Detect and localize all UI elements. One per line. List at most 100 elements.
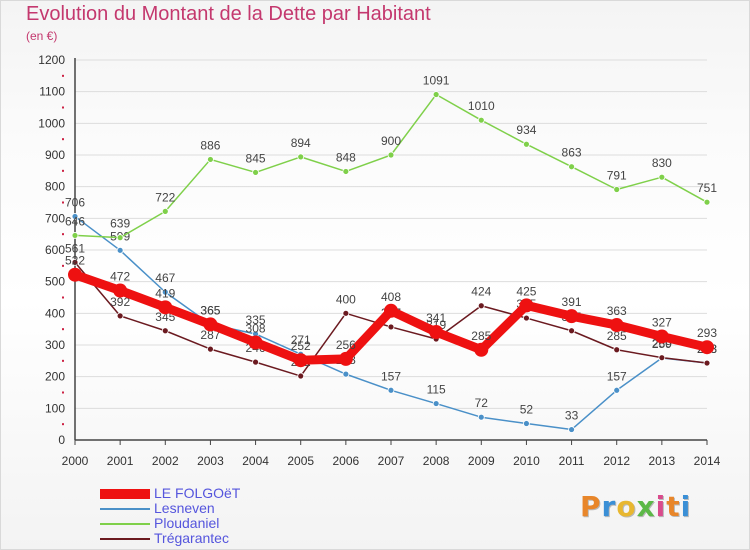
data-label: 363	[607, 304, 627, 318]
x-tick-label: 2011	[559, 454, 585, 468]
data-point	[161, 327, 169, 335]
proxiti-logo: Proxiti	[580, 490, 691, 523]
data-label: 845	[246, 151, 266, 165]
logo-letter: r	[601, 490, 617, 523]
data-point	[207, 345, 214, 353]
data-point	[342, 370, 350, 378]
data-point	[568, 327, 575, 335]
data-point	[523, 314, 530, 322]
data-point	[338, 351, 353, 366]
logo-letter: x	[636, 490, 656, 523]
data-label: 900	[381, 134, 401, 148]
data-point	[429, 325, 444, 340]
data-label: 285	[471, 329, 491, 343]
x-tick-label: 2006	[333, 454, 360, 468]
y-tick-label: 500	[45, 275, 65, 289]
x-tick-label: 2014	[694, 454, 721, 468]
data-label: 894	[291, 136, 311, 150]
data-point	[387, 323, 395, 331]
x-tick-label: 2004	[242, 454, 269, 468]
data-point	[568, 426, 575, 433]
legend-item: LE FOLGOëT	[100, 486, 320, 501]
x-tick-label: 2013	[649, 454, 676, 468]
data-point	[297, 153, 305, 161]
series-line	[74, 93, 708, 239]
data-label: 157	[607, 369, 627, 383]
data-point	[116, 312, 124, 320]
logo-letter: i	[655, 490, 667, 523]
logo-letter: i	[680, 490, 692, 523]
y-tick-label: 600	[45, 243, 65, 257]
y-tick-label: 200	[45, 370, 65, 384]
data-point	[158, 300, 173, 315]
data-label: 424	[471, 285, 491, 299]
data-label: 751	[697, 181, 717, 195]
data-label: 791	[607, 169, 627, 183]
data-point	[161, 288, 169, 296]
y-tick-label: 1000	[38, 116, 65, 130]
x-tick-label: 2001	[107, 454, 134, 468]
data-label: 365	[200, 303, 220, 317]
data-label: 293	[697, 326, 717, 340]
data-point	[248, 335, 263, 350]
chart-subtitle: (en €)	[26, 29, 58, 43]
x-tick-label: 2005	[287, 454, 314, 468]
data-label: 33	[565, 409, 579, 423]
line-chart: 0 100 200 300 400 500 600 700 800 900 1000 1100 1200…	[38, 53, 721, 468]
data-point	[658, 354, 666, 362]
data-point	[68, 267, 82, 282]
legend-swatch	[100, 522, 150, 525]
y-tick-label: 400	[45, 306, 65, 320]
data-point	[477, 413, 485, 421]
legend-item: Lesneven	[100, 501, 320, 516]
x-tick-label: 2002	[152, 454, 179, 468]
data-label: 52	[520, 403, 534, 417]
data-label: 365	[200, 303, 220, 317]
y-tick-label: 900	[45, 148, 65, 162]
data-point	[474, 342, 489, 357]
data-point	[568, 163, 575, 171]
y-tick-label: 700	[45, 211, 65, 225]
data-point	[207, 156, 214, 163]
data-label: 391	[562, 295, 582, 309]
logo-letter: o	[616, 490, 637, 523]
y-tick-label: 1200	[38, 53, 65, 67]
data-label: 863	[562, 146, 582, 160]
data-point	[71, 213, 79, 220]
legend-swatch	[100, 488, 150, 499]
data-label: 400	[336, 292, 356, 306]
data-label: 561	[65, 241, 85, 255]
data-point	[703, 198, 711, 206]
y-tick-label: 800	[45, 180, 65, 194]
data-point	[613, 386, 621, 394]
legend: LE FOLGOëT Lesneven Ploudaniel Trégarant…	[100, 486, 320, 546]
legend-swatch	[100, 537, 150, 540]
series-le-folgo-t: 522 472 419 365 308 252 256 408 341 285 425 391 363 3…	[65, 254, 717, 368]
data-label: 467	[155, 271, 175, 285]
data-point	[116, 234, 124, 242]
data-label: 256	[336, 338, 356, 352]
data-point	[161, 207, 169, 215]
data-point	[384, 303, 398, 318]
data-label: 522	[65, 254, 85, 268]
data-point	[519, 298, 534, 313]
data-point	[113, 283, 128, 298]
data-label: 472	[110, 270, 130, 284]
data-point	[523, 140, 530, 148]
data-point	[703, 359, 711, 367]
data-point	[71, 232, 79, 239]
data-point	[116, 246, 124, 254]
x-tick-label: 2007	[378, 454, 405, 468]
logo-letter: P	[580, 490, 602, 523]
x-tick-label: 2012	[603, 454, 630, 468]
x-tick-label: 2010	[513, 454, 540, 468]
data-point	[432, 400, 440, 407]
data-point	[71, 258, 79, 266]
data-label: 157	[381, 369, 401, 383]
data-point	[613, 346, 621, 354]
data-point	[523, 420, 530, 427]
x-tick-label: 2008	[423, 454, 450, 468]
data-label: 335	[246, 313, 266, 327]
legend-item: Trégarantec	[100, 531, 320, 546]
data-label: 408	[381, 290, 401, 304]
